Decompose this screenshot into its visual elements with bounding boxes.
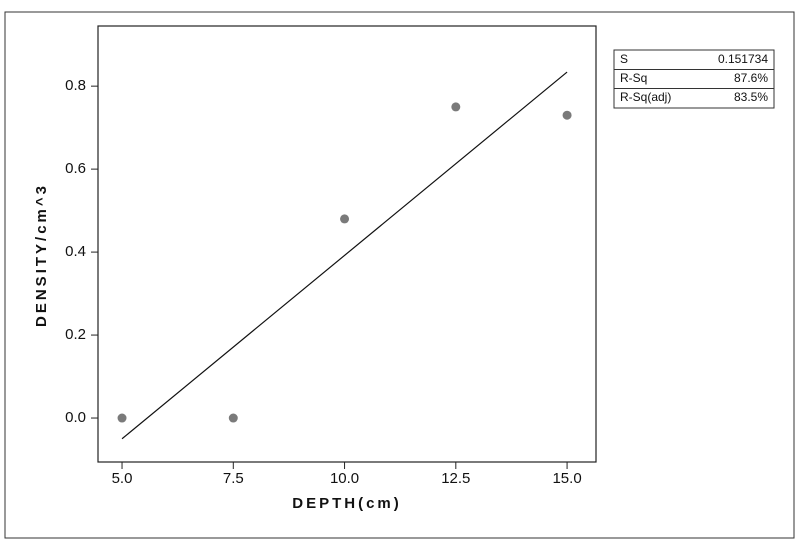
x-tick-label: 12.5: [441, 470, 470, 487]
stat-value: 0.151734: [718, 52, 768, 66]
point: [228, 413, 238, 423]
plot-frame: [97, 25, 597, 463]
y-tick-label: 0.6: [65, 160, 86, 177]
y-axis-title: DENSITY/cm^3: [33, 183, 50, 327]
y-tick-label: 0.2: [65, 326, 86, 343]
y-tick-label: 0.4: [65, 243, 86, 260]
fit-line: [121, 71, 568, 440]
point: [117, 413, 127, 423]
point: [562, 110, 572, 120]
y-tick-label: 0.8: [65, 77, 86, 94]
point: [451, 102, 461, 112]
stat-name: R-Sq(adj): [620, 90, 671, 104]
x-axis-title: DEPTH(cm): [292, 495, 402, 512]
stat-name: S: [620, 52, 628, 66]
y-tick-label: 0.0: [65, 409, 86, 426]
stat-value: 87.6%: [734, 71, 768, 85]
x-tick-label: 10.0: [330, 470, 359, 487]
x-tick-label: 15.0: [552, 470, 581, 487]
stats-box: [613, 49, 775, 109]
x-tick-label: 7.5: [223, 470, 244, 487]
stat-name: R-Sq: [620, 71, 647, 85]
x-tick-label: 5.0: [112, 470, 133, 487]
stat-value: 83.5%: [734, 90, 768, 104]
point: [340, 214, 350, 224]
